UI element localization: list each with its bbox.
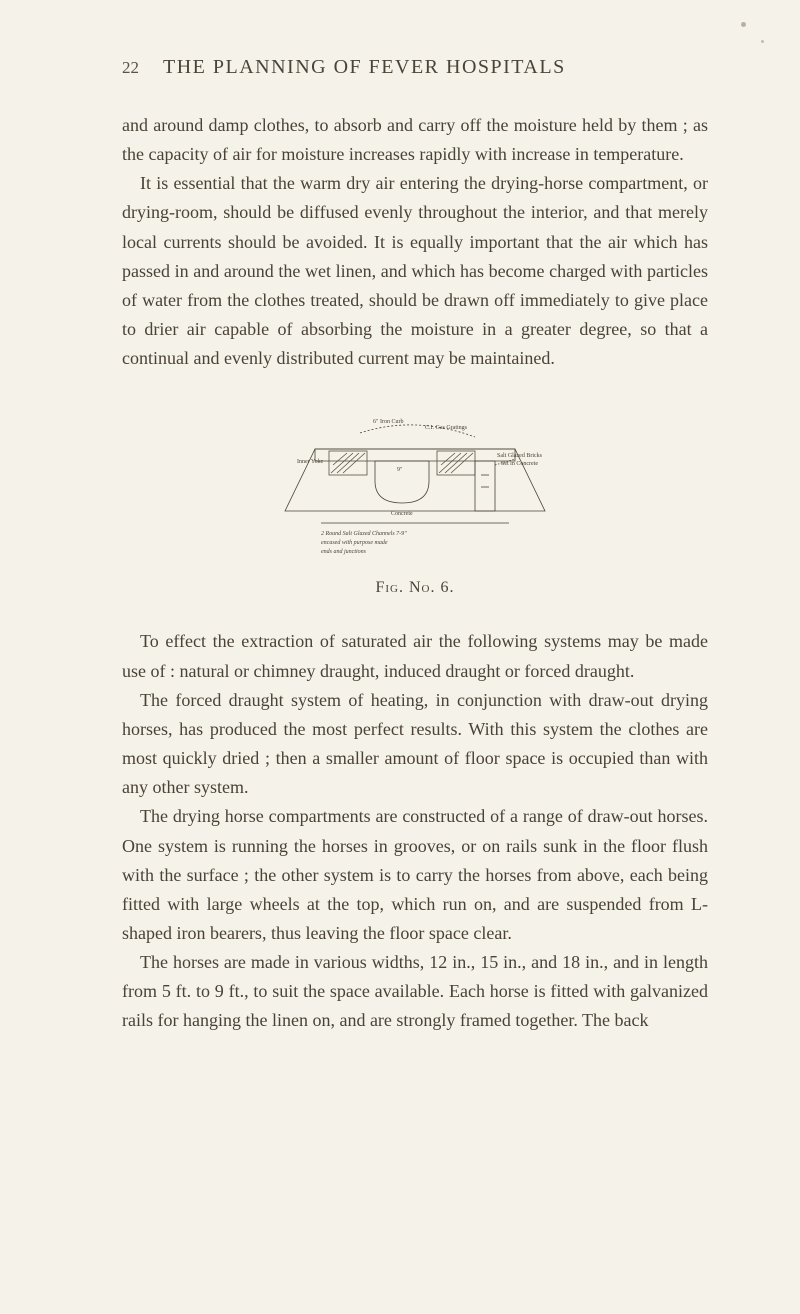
paragraph-6: The horses are made in various widths, 1… <box>122 948 708 1035</box>
paragraph-4: The forced draught system of heating, in… <box>122 686 708 803</box>
figure-caption: Fig. No. 6. <box>255 579 575 597</box>
fig-label-bottom1: 2 Round Salt Glazed Channels 7-9" <box>321 531 407 537</box>
fig-label-bottom3: ends and junctions <box>321 549 367 555</box>
fig-label-bottom2: encased with purpose made <box>321 540 388 546</box>
paragraph-2: It is essential that the warm dry air en… <box>122 169 708 373</box>
fig-label-midleft: Inner Yoke <box>297 459 324 465</box>
paragraph-3: To effect the extraction of saturated ai… <box>122 627 708 685</box>
fig-label-top-left: 6" Iron Curb <box>373 419 403 425</box>
paragraph-1: and around damp clothes, to absorb and c… <box>122 111 708 169</box>
fig-label-concrete: Concrete <box>391 511 413 517</box>
figure-6-diagram: 6" Iron Curb C.I. Gas Gratings <box>265 411 565 571</box>
page-header: 22 THE PLANNING OF FEVER HOSPITALS <box>122 56 708 79</box>
fig-label-right1: Salt Glazed Bricks <box>497 453 543 459</box>
running-title: THE PLANNING OF FEVER HOSPITALS <box>163 56 566 79</box>
fig-label-q: 9" <box>397 467 403 473</box>
paragraph-5: The drying horse compartments are constr… <box>122 802 708 948</box>
page-number: 22 <box>122 58 139 78</box>
fig-label-right2: Set in Concrete <box>501 461 538 467</box>
figure-6: 6" Iron Curb C.I. Gas Gratings <box>255 411 575 597</box>
